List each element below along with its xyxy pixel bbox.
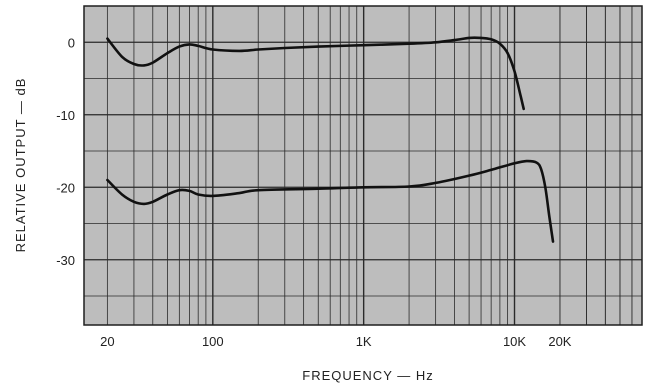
series-1-line	[106, 36, 525, 111]
x-axis-label: FREQUENCY — Hz	[302, 368, 434, 383]
x-tick-label: 100	[202, 334, 224, 349]
x-tick-label: 20K	[548, 334, 571, 349]
x-tick-label: 1K	[356, 334, 372, 349]
y-tick-labels: 0 -10 -20 -30	[56, 35, 75, 268]
y-tick-label: -10	[56, 108, 75, 123]
plot-border	[83, 5, 643, 326]
series-2-line	[106, 159, 555, 243]
y-tick-label: 0	[68, 35, 75, 50]
series-layer	[106, 36, 555, 243]
y-tick-label: -30	[56, 253, 75, 268]
grid	[84, 6, 642, 325]
x-tick-label: 20	[100, 334, 114, 349]
y-axis-label: RELATIVE OUTPUT — dB	[13, 78, 28, 253]
x-tick-labels: 20 100 1K 10K 20K	[100, 334, 572, 349]
x-tick-label: 10K	[503, 334, 526, 349]
y-tick-label: -20	[56, 180, 75, 195]
